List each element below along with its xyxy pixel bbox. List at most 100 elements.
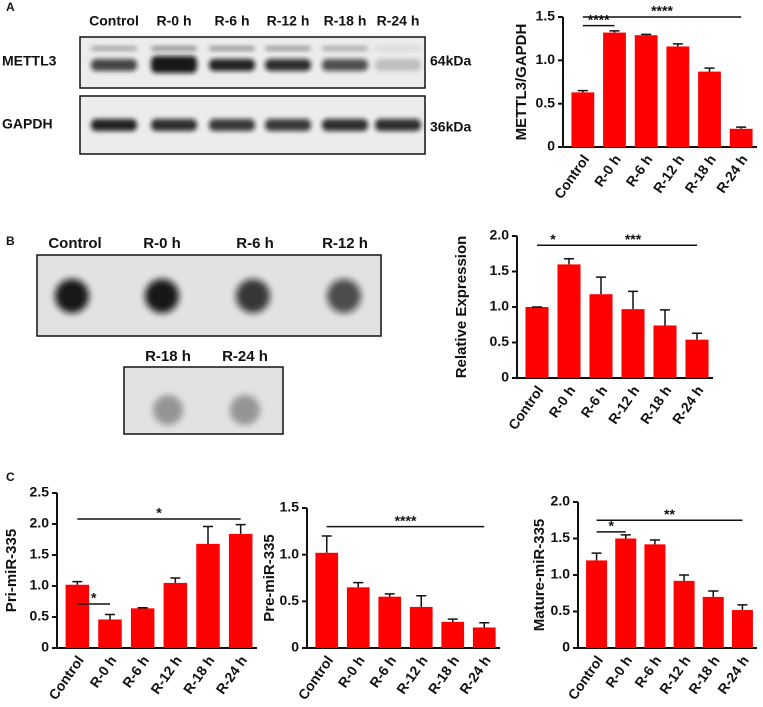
- band: [322, 119, 368, 131]
- lane-label: R-6 h: [215, 13, 250, 29]
- y-tick-label: 0: [501, 369, 509, 385]
- y-tick-label: 1.5: [551, 529, 571, 545]
- bar: [378, 596, 402, 648]
- error-bar: [479, 622, 490, 628]
- x-tick-label: R-24 h: [213, 653, 251, 697]
- error-bar: [203, 525, 213, 544]
- significance-label: ****: [588, 11, 610, 27]
- error-bar: [736, 126, 747, 129]
- band: [265, 119, 311, 131]
- error-bar: [137, 606, 148, 609]
- bar: [673, 580, 695, 648]
- error-bar: [591, 552, 602, 561]
- error-bar: [170, 577, 181, 583]
- bar: [698, 71, 721, 147]
- y-tick-label: 0: [562, 639, 570, 655]
- lane-label: R-18 h: [145, 348, 191, 365]
- y-tick-label: 2.0: [551, 493, 571, 509]
- error-bar: [384, 593, 395, 597]
- dot: [327, 279, 361, 313]
- y-tick-label: 1.0: [280, 545, 300, 561]
- bar: [685, 339, 709, 378]
- band: [322, 59, 368, 71]
- bar: [586, 560, 608, 648]
- panel-label: A: [6, 0, 15, 14]
- band: [265, 59, 311, 71]
- bar: [644, 544, 666, 648]
- x-tick-label: R-18 h: [425, 653, 463, 697]
- x-tick-label: R-12 h: [650, 152, 688, 196]
- dot: [230, 395, 260, 425]
- bar: [666, 46, 690, 147]
- lane-label: R-6 h: [236, 235, 274, 252]
- x-tick-label: R-0 h: [591, 152, 624, 190]
- bar: [702, 596, 724, 648]
- error-bar: [72, 580, 83, 585]
- error-bar: [641, 33, 652, 36]
- y-axis-title: Pre-miR-335: [261, 534, 278, 622]
- y-tick-label: 1.5: [30, 546, 50, 562]
- y-axis-title: Relative Expression: [453, 236, 470, 379]
- error-bar: [596, 276, 606, 295]
- band: [265, 46, 311, 51]
- y-tick-label: 2.0: [490, 227, 510, 243]
- lane-label: R-0 h: [143, 235, 181, 252]
- error-bar: [321, 535, 332, 553]
- lane-label: R-12 h: [267, 13, 310, 29]
- y-tick-label: 1.5: [280, 499, 300, 515]
- band: [322, 46, 368, 51]
- band: [151, 56, 197, 73]
- dot-blot-box: [36, 254, 382, 337]
- error-bar: [235, 523, 246, 534]
- dot: [55, 279, 89, 313]
- error-bar: [692, 332, 702, 340]
- bar: [731, 610, 753, 648]
- bar: [603, 32, 626, 147]
- error-bar: [447, 618, 458, 622]
- y-tick-label: 0.5: [490, 333, 510, 349]
- x-tick-label: Control: [45, 653, 87, 703]
- x-tick-label: R-18 h: [637, 383, 675, 427]
- band: [151, 46, 197, 51]
- bar: [557, 264, 581, 378]
- x-tick-label: R-24 h: [714, 653, 752, 697]
- bar: [163, 582, 188, 648]
- significance-label: **: [664, 506, 675, 522]
- significance-label: *: [550, 231, 556, 247]
- x-tick-label: R-12 h: [147, 653, 185, 697]
- x-tick-label: R-0 h: [335, 653, 368, 691]
- lane-label: Control: [48, 235, 101, 252]
- protein-label: METTL3: [2, 53, 57, 69]
- significance-label: *: [91, 590, 97, 606]
- protein-label: GAPDH: [2, 116, 53, 132]
- x-tick-label: R-0 h: [602, 653, 635, 691]
- x-tick-label: R-12 h: [605, 383, 643, 427]
- error-bar: [609, 30, 620, 33]
- size-label: 64kDa: [430, 53, 471, 69]
- band: [209, 59, 255, 71]
- error-bar: [620, 534, 631, 539]
- band: [91, 59, 137, 71]
- error-bar: [672, 43, 683, 47]
- y-tick-label: 2.0: [30, 515, 50, 531]
- significance-label: ****: [651, 3, 673, 19]
- lane-label: R-24 h: [222, 348, 268, 365]
- dot: [236, 279, 270, 313]
- y-tick-label: 1.5: [490, 262, 510, 278]
- bar: [525, 307, 549, 378]
- significance-label: ***: [625, 231, 642, 247]
- bar: [409, 606, 433, 648]
- bar: [315, 552, 339, 648]
- bar: [621, 309, 645, 378]
- error-bar: [679, 574, 690, 581]
- y-axis-title: METTL3/GAPDH: [513, 24, 530, 141]
- lane-label: Control: [89, 13, 139, 29]
- lane-label: R-0 h: [157, 13, 192, 29]
- y-tick-label: 1.0: [551, 566, 571, 582]
- y-tick-label: 2.5: [30, 484, 50, 500]
- x-tick-label: R-24 h: [669, 383, 707, 427]
- dot: [153, 395, 183, 425]
- x-tick-label: Control: [551, 152, 593, 202]
- band: [375, 46, 421, 51]
- bar: [589, 294, 613, 378]
